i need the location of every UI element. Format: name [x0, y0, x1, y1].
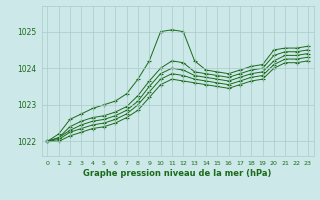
X-axis label: Graphe pression niveau de la mer (hPa): Graphe pression niveau de la mer (hPa) [84, 169, 272, 178]
